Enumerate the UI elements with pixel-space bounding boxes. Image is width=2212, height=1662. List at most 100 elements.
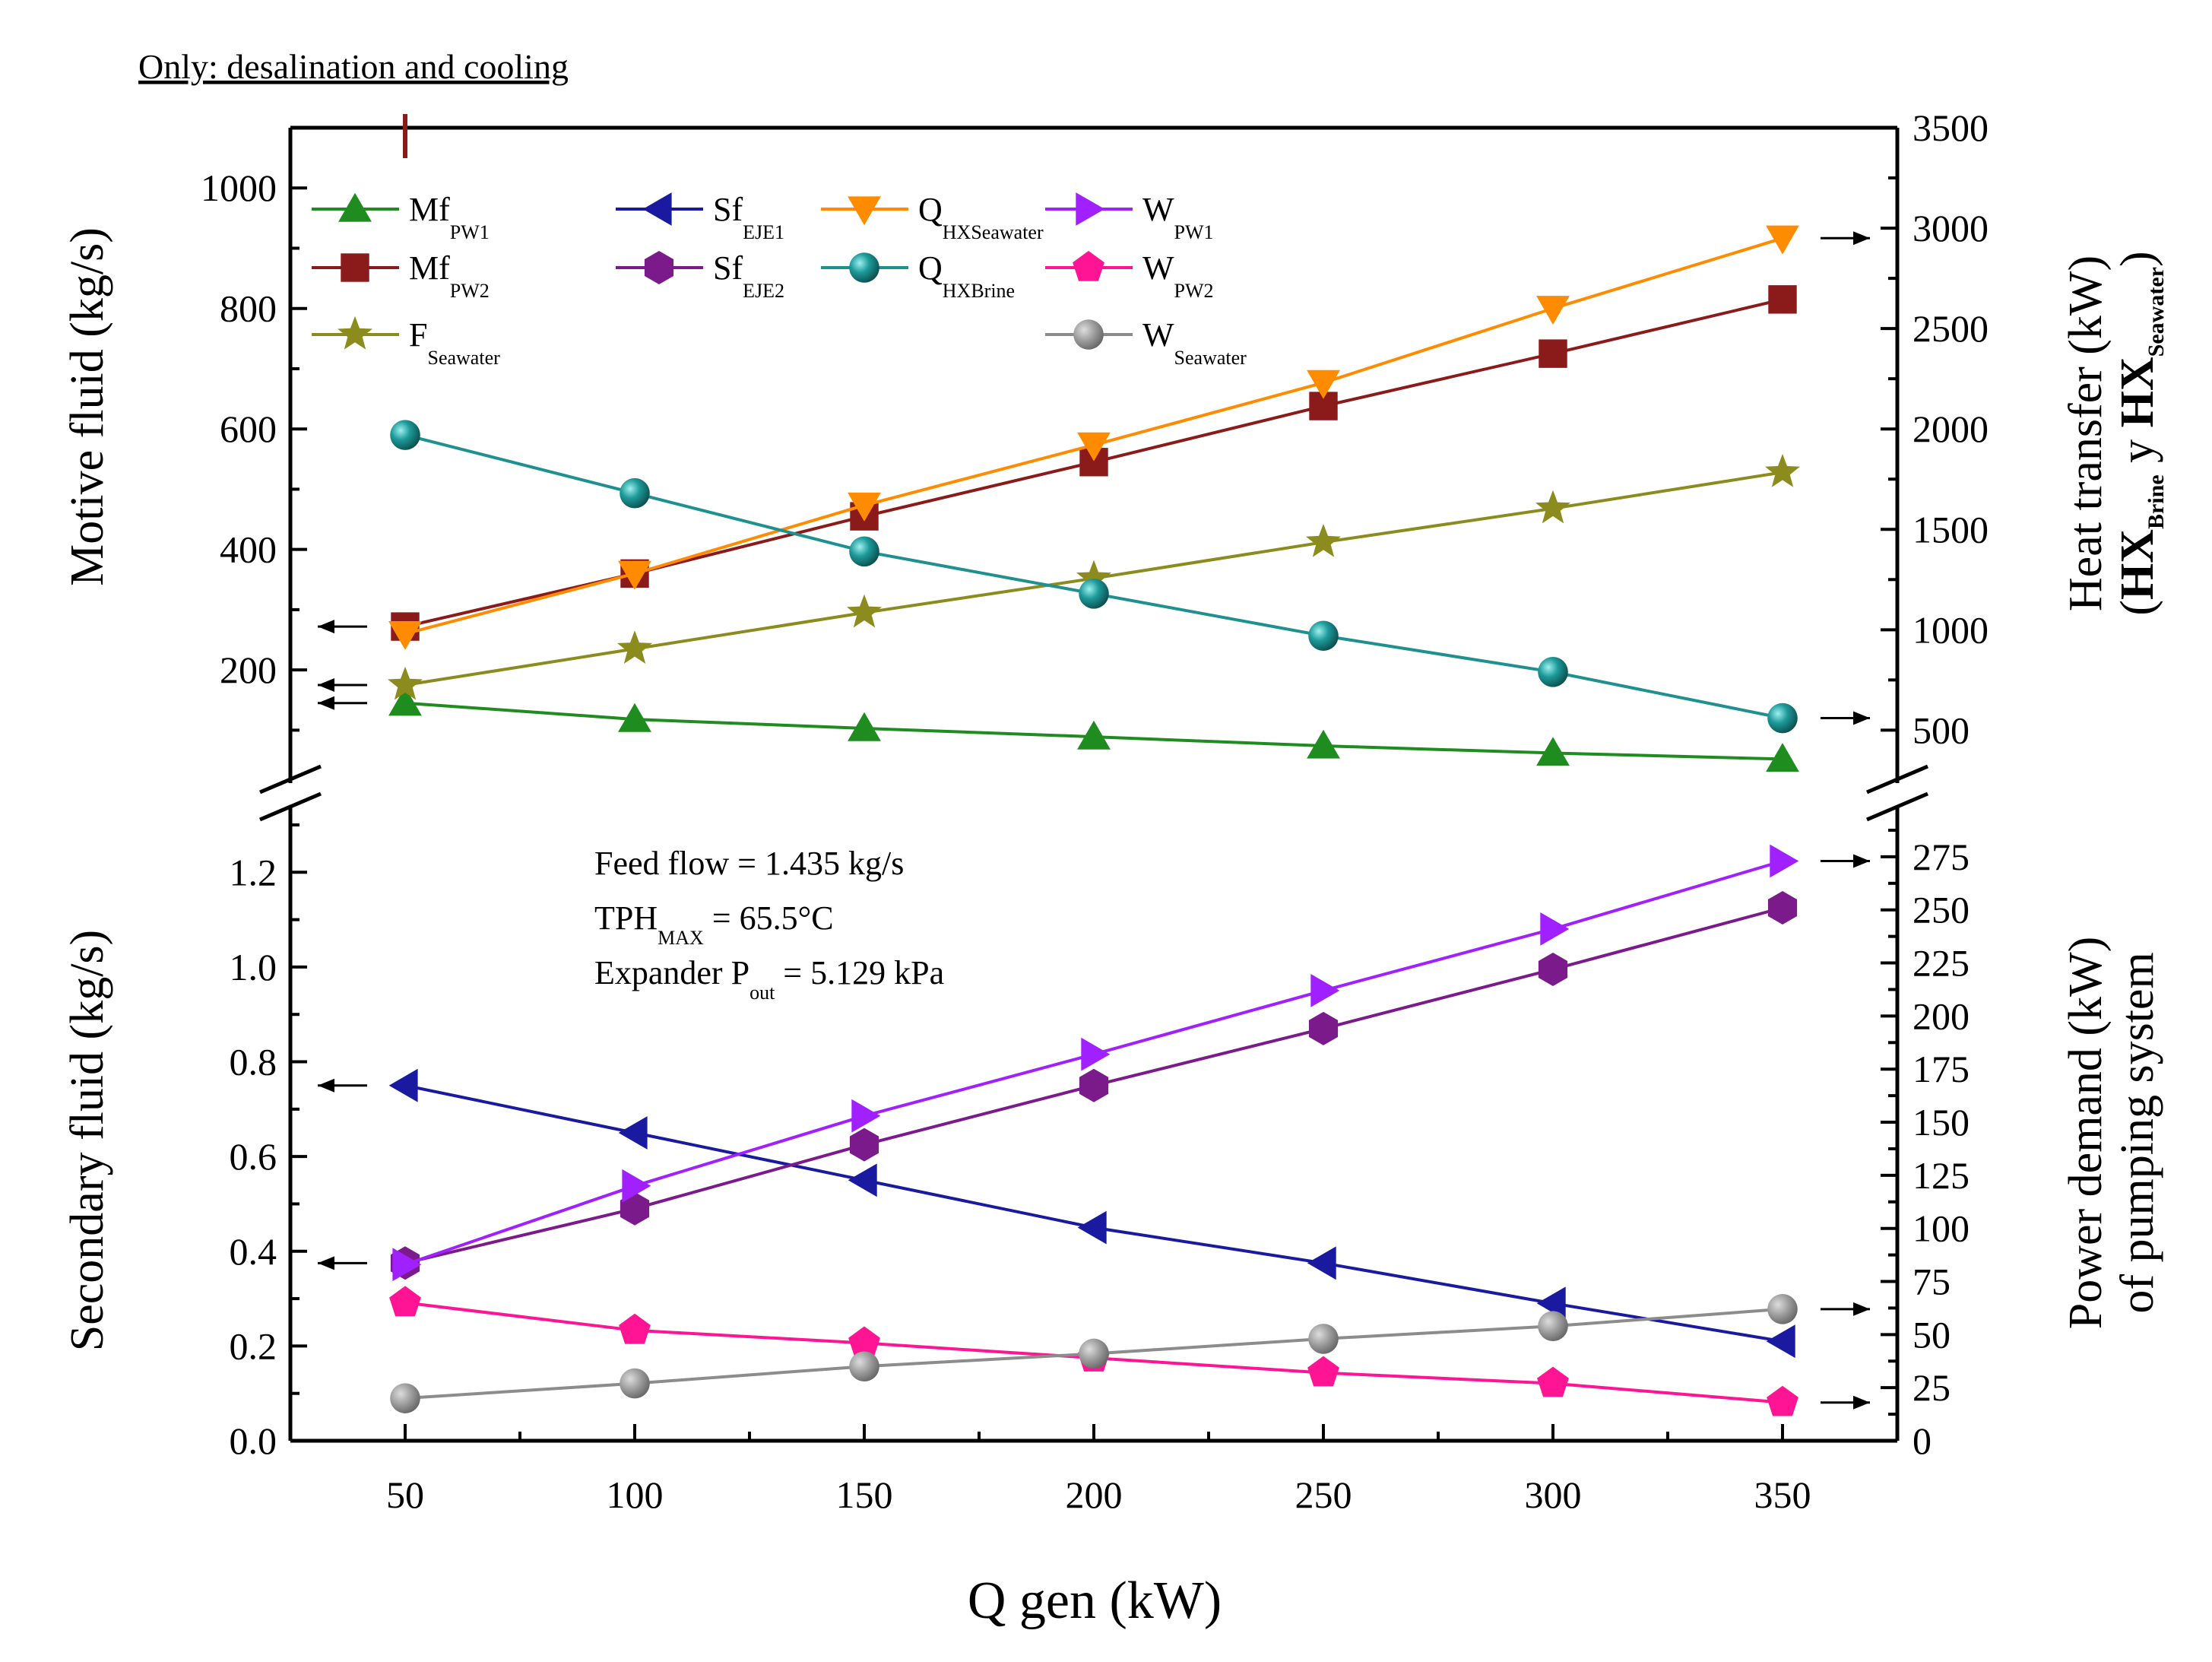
legend-marker [644,251,674,284]
data-point-f_seawater [1765,454,1800,487]
axis-break-mark [1866,791,1928,822]
y-tick-label: 3500 [1913,106,1989,149]
legend-label: QHXBrine [918,249,1015,302]
data-point-q_hxbrine [1079,578,1109,609]
y-tick-label: 50 [1913,1313,1951,1356]
axis-break-mark [1866,764,1928,795]
legend-label: SfEJE2 [713,249,784,302]
upper-right-axis-title-line2: (HXBrine y HXSeawater) [2112,251,2169,615]
legend-entry-f_seawater: FSeawater [312,316,500,369]
data-point-sf_eje1 [1536,1286,1566,1321]
data-point-w_seawater [1308,1324,1339,1354]
y-tick-label: 0.0 [230,1419,277,1462]
y-tick-label: 1.0 [230,946,277,988]
arrow-mf_pw2-head [318,620,334,634]
data-point-w_pw1 [1540,912,1570,946]
y-tick-label: 200 [1913,994,1970,1037]
lower-panel: 0.0 0.2 0.4 0.6 0.8 1.0 1.2 0 25 50 75 100 125 150 17… [230,823,1970,1462]
annotation-line-3: Expander Pout = 5.129 kPa [594,954,944,1004]
data-point-q_hxseawater [388,621,422,650]
data-point-w_pw2 [848,1326,880,1357]
legend-label: FSeawater [409,316,500,369]
y-tick-label: 175 [1913,1048,1970,1090]
data-point-q_hxseawater [1077,432,1111,461]
legend-entry-w_pw1: WPW1 [1045,191,1214,243]
series-q_hxbrine [390,420,1798,734]
legend-marker [1076,192,1105,226]
data-point-w_seawater [849,1351,879,1382]
legend-label: MfPW1 [409,191,490,243]
legend-marker [341,253,369,282]
data-point-sf_eje1 [1077,1210,1107,1245]
lower-series [388,844,1799,1416]
legend-label: MfPW2 [409,249,490,302]
data-point-mf_pw1 [618,703,651,732]
y-tick-label: 0.2 [230,1324,277,1367]
axis-arrows [318,231,1870,1410]
data-point-sf_eje2 [1308,1011,1339,1045]
data-point-w_pw1 [1310,974,1340,1007]
legend-marker [848,196,881,226]
y-tick-label: 800 [220,287,277,330]
y-tick-label: 3000 [1913,207,1989,249]
legend: MfPW1 SfEJE1 QHXSeawater WPW1 MfPW2 SfEJE2 QHX… [312,191,1247,369]
data-point-sf_eje1 [1307,1246,1336,1280]
legend-label: SfEJE1 [713,191,784,243]
upper-left-axis-title: Motive fluid (kg/s) [62,227,113,586]
y-tick-label: 225 [1913,942,1970,985]
y-tick-label: 1000 [1913,608,1989,651]
data-point-mf_pw1 [388,687,422,716]
data-point-sf_eje2 [849,1128,879,1162]
y-tick-label: 275 [1913,836,1970,878]
x-tick-label: 150 [836,1473,893,1516]
arrow-sf_eje1-head [318,1078,334,1093]
data-point-q_hxseawater [1536,296,1570,325]
data-point-q_hxbrine [1538,656,1568,687]
legend-entry-sf_eje2: SfEJE2 [616,249,784,302]
y-tick-label: 25 [1913,1366,1951,1409]
upper-right-axis-title-line1: Heat transfer (kW) [2060,255,2112,611]
y-tick-label: 1500 [1913,508,1989,550]
legend-marker [338,192,372,222]
axis-break-gap [1863,783,1932,806]
data-point-q_hxseawater [1307,370,1340,399]
data-point-f_seawater [847,594,882,628]
lower-right-axis-title-line2: of pumping system [2112,952,2163,1313]
series-f_seawater [388,454,1800,700]
data-point-sf_eje2 [1767,891,1798,925]
data-point-mf_pw1 [1536,737,1570,766]
series-sf_eje1 [388,1068,1795,1359]
legend-label: QHXSeawater [918,191,1044,243]
x-axis-ticks: 50 100 150 200 250 300 350 [386,1424,1899,1516]
y-tick-label: 0.4 [230,1230,277,1273]
data-point-mf_pw2 [1768,285,1797,314]
data-point-sf_eje1 [1766,1324,1795,1359]
data-point-mf_pw1 [1077,720,1111,750]
series-w_pw1 [392,844,1799,1282]
y-tick-label: 75 [1913,1261,1951,1303]
data-point-w_seawater [620,1368,650,1399]
lower-right-axis-title-line1: Power demand (kW) [2060,937,2112,1330]
arrow-w_pw1-head [1853,854,1870,868]
x-tick-label: 350 [1754,1473,1811,1516]
lower-right-axis-ticks: 0 25 50 75 100 125 150 175 200 225 250 275 [1881,828,1970,1462]
arrow-q_hxbrine-head [1853,711,1870,725]
data-point-q_hxseawater [848,492,881,522]
data-point-w_pw2 [619,1313,651,1344]
x-tick-label: 250 [1295,1473,1352,1516]
y-tick-label: 100 [1913,1207,1970,1250]
data-point-sf_eje2 [620,1191,650,1226]
upper-series [388,225,1800,772]
legend-entry-q_hxbrine: QHXBrine [821,249,1015,302]
data-point-q_hxbrine [620,477,650,509]
plot-frame [256,114,1932,1443]
data-point-q_hxseawater [618,560,651,590]
data-point-mf_pw1 [1307,729,1340,759]
data-point-f_seawater [1076,560,1111,594]
data-point-w_pw1 [392,1248,422,1282]
y-tick-label: 2000 [1913,408,1989,450]
x-tick-label: 200 [1066,1473,1123,1516]
y-tick-label: 2500 [1913,307,1989,350]
lower-left-axis-ticks: 0.0 0.2 0.4 0.6 0.8 1.0 1.2 [230,823,307,1462]
